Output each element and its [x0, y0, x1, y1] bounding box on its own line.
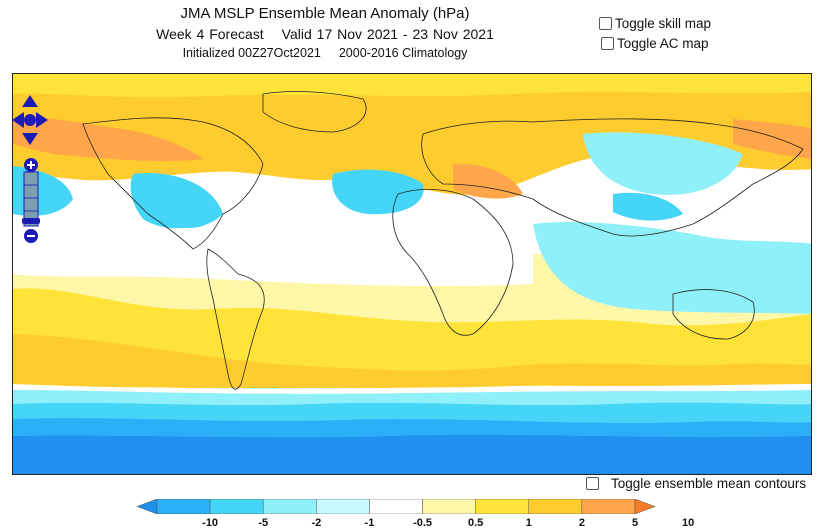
- bering-strong-positive: [733, 119, 811, 159]
- zoom-slider[interactable]: [21, 158, 41, 244]
- north-america-outline: [82, 117, 264, 250]
- eurasia-outline: [421, 118, 804, 237]
- legend-max-arrow: [634, 499, 655, 514]
- europe-strong-positive: [453, 163, 523, 199]
- east-asia-negative: [613, 192, 683, 221]
- legend-swatch: [581, 499, 636, 514]
- forecast-week: Week 4 Forecast: [156, 26, 264, 42]
- legend-labels: -10 -5 -2 -1 -0.5 0.5 1 2 5 10: [0, 517, 826, 531]
- legend-colorbar: [137, 499, 655, 514]
- continent-outlines: [82, 91, 804, 390]
- legend-swatch: [316, 499, 370, 514]
- zoom-handle[interactable]: [22, 218, 40, 224]
- left-arrow-icon[interactable]: [12, 112, 24, 128]
- arctic-positive-band: [13, 74, 811, 98]
- legend-swatch: [422, 499, 476, 514]
- down-arrow-icon[interactable]: [22, 133, 38, 145]
- toggle-skill-map[interactable]: Toggle skill map: [599, 16, 711, 31]
- legend-swatch: [262, 499, 317, 514]
- valid-dates: Valid 17 Nov 2021 - 23 Nov 2021: [281, 26, 494, 42]
- northern-positive-band: [13, 74, 811, 195]
- initialized-time: Initialized 00Z27Oct2021: [182, 46, 321, 60]
- legend-swatch: [156, 499, 211, 514]
- legend-swatch: [369, 499, 423, 514]
- pan-center-icon[interactable]: [24, 114, 36, 126]
- legend-tick-label: 5: [631, 517, 639, 529]
- tropical-neutral-area: [13, 224, 533, 287]
- up-arrow-icon[interactable]: [22, 95, 38, 107]
- skill-map-label: Toggle skill map: [615, 16, 712, 31]
- legend-tick-label: -2: [311, 517, 322, 529]
- ac-map-checkbox[interactable]: [601, 37, 614, 50]
- legend-tick-label: -5: [258, 517, 269, 529]
- siberia-weak-negative: [583, 132, 743, 195]
- anomaly-map-graphic: [13, 74, 811, 474]
- legend-swatch: [528, 499, 583, 514]
- indian-ocean-weak-negative: [533, 222, 811, 314]
- greenland-outline: [262, 91, 367, 133]
- ensemble-contours-label: Toggle ensemble mean contours: [611, 476, 807, 491]
- skill-map-checkbox[interactable]: [599, 17, 612, 30]
- legend-tick-label: -1: [364, 517, 375, 529]
- legend-min-arrow: [137, 499, 158, 514]
- southern-moderate-positive-band: [13, 334, 811, 391]
- pan-arrows-icon[interactable]: [12, 95, 48, 145]
- south-america-outline: [206, 248, 265, 390]
- legend-tick-label: 2: [578, 517, 585, 529]
- title-block: JMA MSLP Ensemble Mean Anomaly (hPa) Wee…: [120, 4, 530, 62]
- climatology-period: 2000-2016 Climatology: [338, 46, 468, 60]
- legend-tick-label: -10: [202, 517, 219, 529]
- legend-tick-label: 0.5: [468, 517, 484, 529]
- right-arrow-icon[interactable]: [36, 112, 48, 128]
- ensemble-contours-checkbox[interactable]: [586, 477, 599, 490]
- polar-strong-negative-band: [13, 434, 811, 474]
- legend-tick-label: 10: [681, 517, 695, 529]
- north-america-negative: [130, 173, 223, 229]
- forecast-period: Week 4 Forecast Valid 17 Nov 2021 - 23 No…: [120, 24, 530, 44]
- anomaly-map[interactable]: [12, 73, 812, 475]
- north-atlantic-negative: [332, 169, 424, 215]
- zoom-control[interactable]: [21, 158, 41, 249]
- ac-map-label: Toggle AC map: [617, 36, 709, 51]
- southern-neutral-gap: [13, 384, 811, 394]
- africa-outline: [392, 189, 514, 336]
- legend-swatch: [209, 499, 264, 514]
- map-title: JMA MSLP Ensemble Mean Anomaly (hPa): [180, 5, 470, 22]
- legend-swatch: [475, 499, 530, 514]
- zoom-track[interactable]: [23, 171, 39, 227]
- initialization-info: Initialized 00Z27Oct2021 2000-2016 Climat…: [120, 44, 530, 62]
- map-pan-control[interactable]: [12, 95, 48, 245]
- legend-tick-label: 1: [525, 517, 532, 529]
- legend-tick-label: -0.5: [413, 517, 433, 529]
- toggle-ac-map[interactable]: Toggle AC map: [601, 36, 709, 51]
- australia-outline: [672, 289, 755, 340]
- north-pacific-strong-positive: [13, 117, 203, 162]
- toggle-ensemble-contours[interactable]: Toggle ensemble mean contours: [586, 476, 806, 491]
